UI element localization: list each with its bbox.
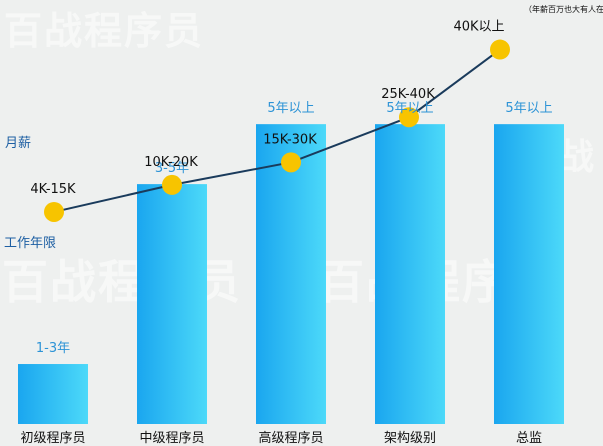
- salary-marker-4: [399, 107, 419, 128]
- years-label-4: 5年以上: [386, 101, 433, 116]
- salary-label-1: 4K-15K: [30, 182, 76, 197]
- years-label-3: 5年以上: [267, 101, 314, 116]
- salary-label-3: 15K-30K: [263, 132, 317, 147]
- salary-marker-1: [44, 201, 64, 222]
- salary-marker-3: [281, 152, 301, 173]
- salary-label-4: 25K-40K: [381, 87, 435, 102]
- watermark-top-left: 百战程序员: [4, 9, 205, 53]
- category-label-4: 架构级别: [384, 431, 436, 446]
- category-label-5: 总监: [516, 431, 542, 446]
- years-label-1: 1-3年: [36, 341, 70, 356]
- years-label-2: 3-5年: [155, 161, 189, 176]
- bar-3: [256, 124, 326, 424]
- bar-2: [137, 184, 207, 424]
- salary-label-5: 40K以上: [453, 20, 504, 35]
- bar-4: [375, 124, 445, 424]
- bar-1: [18, 364, 88, 424]
- salary-note: （年薪百万也大有人在）: [524, 4, 603, 14]
- bar-5: [494, 124, 564, 424]
- salary-label-2: 10K-20K: [144, 155, 198, 170]
- category-label-2: 中级程序员: [139, 431, 204, 446]
- years-label-5: 5年以上: [505, 101, 552, 116]
- bar-axis-label: 工作年限: [4, 236, 56, 251]
- salary-marker-2: [162, 174, 182, 195]
- line-axis-label: 月薪: [5, 136, 31, 151]
- category-label-1: 初级程序员: [20, 431, 85, 446]
- category-label-3: 高级程序员: [258, 430, 323, 446]
- salary-marker-5: [490, 39, 510, 60]
